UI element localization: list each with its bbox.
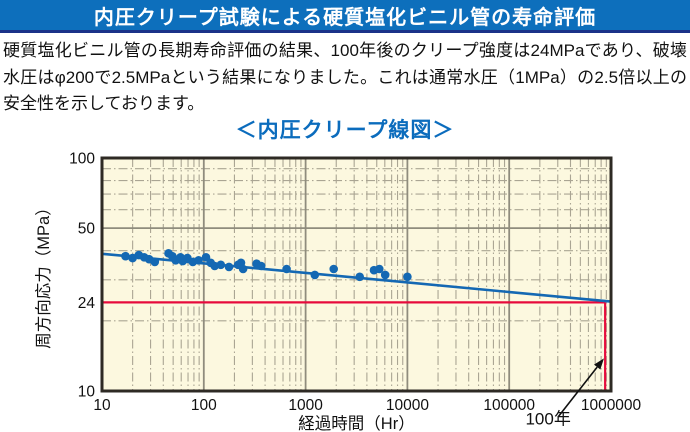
x-tick-label: 100000	[483, 397, 535, 414]
x-tick-label: 10000	[386, 397, 429, 414]
data-point	[380, 270, 390, 280]
annotation-arrow	[557, 366, 598, 418]
data-point	[121, 251, 130, 261]
data-point	[282, 264, 291, 274]
data-point	[329, 264, 339, 274]
title-bar: 内圧クリープ試験による硬質塩化ビニル管の寿命評価	[0, 0, 690, 33]
description-text: 硬質塩化ビニル管の長期寿命評価の結果、100年後のクリープ強度は24MPaであり…	[3, 41, 687, 113]
creep-line-chart: 10 100 1000 10000 100000 1000000 100 50 24 10 経過時間…	[34, 151, 642, 432]
data-point	[256, 261, 266, 271]
x-axis-title: 経過時間（Hr）	[298, 414, 414, 432]
y-tick-label: 50	[78, 221, 96, 238]
data-point	[216, 260, 226, 270]
y-tick-label: 24	[78, 295, 96, 312]
page-title: 内圧クリープ試験による硬質塩化ビニル管の寿命評価	[93, 6, 597, 29]
y-tick-label: 10	[78, 384, 96, 401]
data-point	[310, 270, 320, 280]
y-axis-title: 周方向応力（MPa）	[34, 199, 53, 348]
data-point	[194, 256, 203, 265]
y-tick-label: 100	[69, 151, 95, 168]
x-tick-label: 1000	[288, 397, 323, 414]
data-point	[150, 257, 160, 267]
x-tick-label: 1000000	[581, 397, 642, 414]
x-tick-label: 10	[93, 397, 111, 414]
annotation-arrowhead	[594, 358, 604, 370]
data-point	[375, 264, 384, 274]
plot-border	[100, 156, 613, 393]
chart-title: ＜内圧クリープ線図＞	[235, 119, 455, 142]
annotation-100yr-label: 100年	[525, 409, 570, 428]
data-point	[238, 264, 248, 274]
data-point	[224, 262, 234, 272]
data-point	[355, 272, 365, 282]
x-tick-label: 100	[191, 397, 217, 414]
data-point	[403, 272, 412, 282]
